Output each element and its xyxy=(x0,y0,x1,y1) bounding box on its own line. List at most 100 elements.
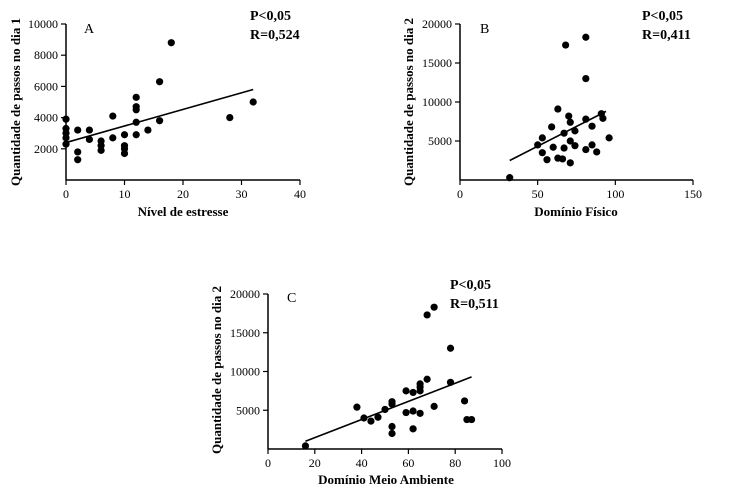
panel-c-data-point xyxy=(353,403,361,411)
panel-c-data-point xyxy=(423,375,431,383)
panel-c-data-point xyxy=(402,408,410,417)
panel-a-y-label: Quantidade de passos no dia 1 xyxy=(8,18,23,186)
panel-c-x-tick-label: 20 xyxy=(309,456,321,470)
panel-b-data-point xyxy=(582,145,590,154)
panel-b-letter: B xyxy=(480,22,489,37)
panel-b-data-point xyxy=(538,134,546,142)
panel-b-data-point xyxy=(534,141,542,149)
panel-b-ticks: 0 50 100 150 5000 10000 15000 20000 xyxy=(422,17,702,201)
panel-b-data-point xyxy=(566,137,574,145)
panel-c-data-point xyxy=(409,425,417,433)
panel-a-data-point xyxy=(156,117,164,125)
panel-a-data-point xyxy=(120,131,129,139)
panel-c-data-point xyxy=(416,387,424,395)
panel-b-data-point xyxy=(548,123,556,131)
panel-b-marks xyxy=(506,33,613,182)
panel-b-data-point xyxy=(558,155,567,163)
panel-a-x-tick-label: 0 xyxy=(63,187,69,201)
panel-a-r-value: R=0,524 xyxy=(250,28,300,43)
panel-a-letter: A xyxy=(84,22,95,37)
panel-c-data-point xyxy=(409,388,417,397)
panel-c-y-tick-label: 15000 xyxy=(230,326,260,340)
chart-panel-c: 0 20 40 60 80 100 5000 10000 15000 20000 C P<0,05… xyxy=(209,278,511,487)
panel-a-data-point xyxy=(132,106,140,114)
panel-a-data-point xyxy=(167,39,175,47)
panel-c-data-point xyxy=(402,387,410,395)
panel-c-y-tick-label: 20000 xyxy=(230,287,260,301)
chart-panel-b: 0 50 100 150 5000 10000 15000 20000 B P<0,05 R=… xyxy=(401,9,702,219)
panel-b-x-tick-label: 50 xyxy=(532,187,544,201)
panel-c-data-point xyxy=(416,409,424,417)
panel-a-x-tick-label: 40 xyxy=(294,187,306,201)
panel-b-p-value: P<0,05 xyxy=(642,9,683,24)
panel-a-x-tick-label: 20 xyxy=(177,187,189,201)
panel-b-y-label: Quantidade de passos no dia 2 xyxy=(401,18,416,186)
panel-c-y-tick-label: 10000 xyxy=(230,365,260,379)
panel-b-data-point xyxy=(593,148,601,156)
panel-c-data-point xyxy=(388,400,396,408)
panel-c-data-point xyxy=(409,407,417,415)
panel-c-x-tick-label: 60 xyxy=(402,456,414,470)
panel-c-data-point xyxy=(388,429,396,438)
panel-b-y-tick-label: 20000 xyxy=(422,17,452,31)
panel-c-letter: C xyxy=(287,291,296,306)
panel-b-data-point xyxy=(599,114,607,122)
panel-c-data-point xyxy=(423,311,431,319)
panel-c-data-point xyxy=(467,415,476,424)
panel-a-data-point xyxy=(74,156,82,164)
panel-a-y-tick-label: 2000 xyxy=(34,142,58,156)
panel-c-x-label: Domínio Meio Ambiente xyxy=(318,472,454,487)
panel-c-data-point xyxy=(446,378,455,386)
panel-b-data-point xyxy=(571,142,579,150)
panel-b-data-point xyxy=(543,156,551,164)
panel-a-data-point xyxy=(156,78,164,86)
panel-a-y-tick-label: 8000 xyxy=(34,48,58,62)
panel-a-data-point xyxy=(85,135,93,144)
panel-b-data-point xyxy=(566,118,574,126)
panel-b-data-point xyxy=(605,134,613,142)
panel-b-y-tick-label: 5000 xyxy=(428,134,452,148)
panel-a-x-tick-label: 30 xyxy=(236,187,248,201)
panel-c-data-point xyxy=(430,402,438,410)
panel-a-p-value: P<0,05 xyxy=(250,9,291,24)
panel-b-y-tick-label: 15000 xyxy=(422,56,452,70)
panel-a-marks xyxy=(62,39,257,164)
panel-a-x-label: Nível de estresse xyxy=(138,204,229,219)
panel-a-y-tick-label: 10000 xyxy=(28,17,58,31)
panel-c-x-tick-label: 100 xyxy=(493,456,511,470)
panel-c-data-point xyxy=(460,397,469,405)
panel-c-marks xyxy=(301,303,476,450)
panel-c-data-point xyxy=(301,442,310,450)
panel-a-data-point xyxy=(109,134,117,142)
panel-b-data-point xyxy=(588,141,596,149)
panel-b-y-tick-label: 10000 xyxy=(422,95,452,109)
panel-c-data-point xyxy=(374,413,382,421)
panel-c-data-point xyxy=(360,414,368,422)
panel-b-x-tick-label: 150 xyxy=(684,187,702,201)
panel-b-data-point xyxy=(538,149,546,157)
panel-b-x-tick-label: 100 xyxy=(606,187,624,201)
panel-b-data-point xyxy=(560,129,568,137)
panel-a-data-point xyxy=(74,148,82,156)
panel-c-data-point xyxy=(446,344,455,352)
panel-c-ticks: 0 20 40 60 80 100 5000 10000 15000 20000 xyxy=(230,287,511,470)
panel-b-data-point xyxy=(566,159,574,167)
panel-a-trend-line xyxy=(65,88,254,144)
panel-a-data-point xyxy=(85,126,93,134)
panel-b-trend-line xyxy=(509,110,607,162)
panel-c-data-point xyxy=(381,405,389,414)
panel-a-data-point xyxy=(97,146,105,154)
panel-a-data-point xyxy=(109,112,117,120)
panel-a-data-point xyxy=(120,149,129,158)
panel-b-data-point xyxy=(560,144,568,152)
panel-a-y-tick-label: 4000 xyxy=(34,111,58,125)
panel-c-data-point xyxy=(430,303,438,311)
panel-c-r-value: R=0,511 xyxy=(450,297,499,312)
panel-b-x-label: Domínio Físico xyxy=(534,204,617,219)
panel-a-data-point xyxy=(249,98,257,106)
panel-b-data-point xyxy=(582,75,590,83)
panel-a-ticks: 0 10 20 30 40 2000 4000 6000 8000 10000 xyxy=(28,17,306,201)
panel-a-data-point xyxy=(144,126,152,134)
panel-c-data-point xyxy=(388,422,396,431)
panel-b-data-point xyxy=(565,112,573,120)
